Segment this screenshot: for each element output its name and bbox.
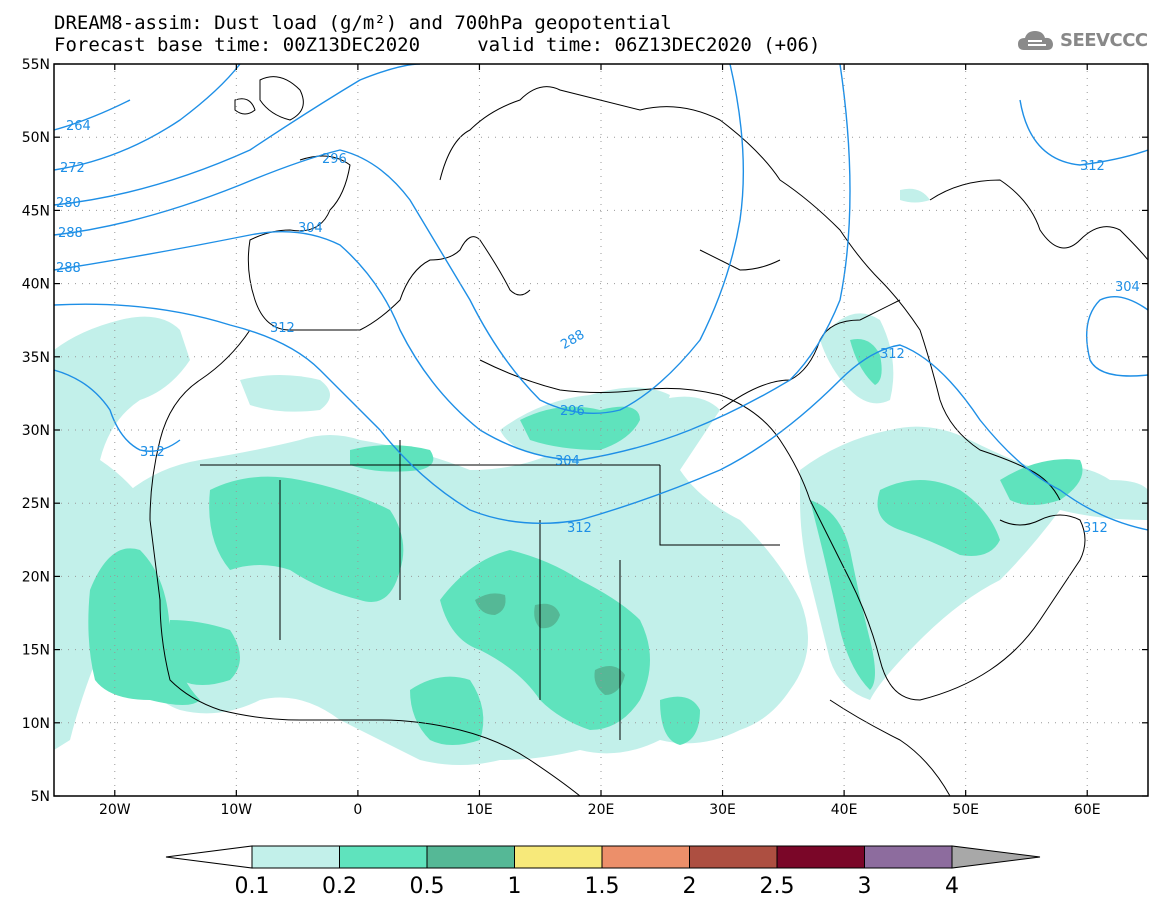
lat-tick-label: 20N: [22, 569, 50, 585]
contour-label: 264: [66, 119, 91, 134]
graticule: [54, 64, 1148, 796]
coastlines: [149, 76, 1148, 796]
dust-load-shading: [54, 188, 1148, 765]
contour-label: 304: [298, 221, 323, 236]
lat-tick-label: 45N: [22, 203, 50, 219]
contour-label: 280: [56, 196, 81, 211]
lon-tick-label: 0: [353, 802, 362, 818]
colorbar-label: 2.5: [760, 874, 795, 899]
colorbar-bin: [689, 845, 778, 869]
contour-label: 288: [56, 261, 81, 276]
lat-tick-label: 5N: [31, 789, 50, 805]
map-title: DREAM8-assim: Dust load (g/m²) and 700hP…: [54, 12, 672, 34]
seevccc-logo: SEEVCCC: [1060, 30, 1148, 51]
contour-label: 304: [1115, 280, 1140, 295]
colorbar-label: 2: [683, 874, 697, 899]
lat-tick-label: 25N: [22, 496, 50, 512]
contour-label: 312: [567, 521, 592, 536]
lon-tick-label: 60E: [1074, 802, 1101, 818]
colorbar-bin: [776, 845, 865, 869]
colorbar-bin: [251, 845, 340, 869]
colorbar-label: 0.1: [235, 874, 270, 899]
contour-label: 312: [1080, 159, 1105, 174]
latitude-labels: 55N 50N 45N 40N 35N 30N 25N 20N 15N 10N 5N: [22, 57, 50, 805]
forecast-time-subtitle: Forecast base time: 00Z13DEC2020 valid t…: [54, 34, 821, 56]
lat-tick-label: 40N: [22, 277, 50, 293]
lon-tick-label: 10W: [220, 802, 252, 818]
contour-label: 288: [58, 226, 83, 241]
colorbar-under-triangle: [165, 845, 253, 869]
colorbar-bin: [426, 845, 515, 869]
contour-label: 296: [560, 404, 585, 419]
contour-label: 304: [555, 454, 580, 469]
colorbar-over-triangle: [951, 845, 1041, 869]
colorbar-bin: [864, 845, 953, 869]
colorbar-label: 3: [858, 874, 872, 899]
lon-tick-label: 20E: [588, 802, 615, 818]
colorbar-label: 1.5: [585, 874, 620, 899]
colorbar-label: 4: [945, 874, 959, 899]
colorbar-bin: [601, 845, 690, 869]
contour-label: 272: [60, 161, 85, 176]
lon-tick-label: 30E: [709, 802, 736, 818]
lon-tick-label: 20W: [99, 802, 131, 818]
lat-tick-label: 15N: [22, 643, 50, 659]
lat-tick-label: 35N: [22, 350, 50, 366]
lon-tick-label: 50E: [952, 802, 979, 818]
colorbar-bin: [514, 845, 603, 869]
lon-tick-label: 40E: [831, 802, 858, 818]
contour-label: 312: [880, 347, 905, 362]
axis-ticks: [54, 63, 1148, 797]
contour-label: 312: [1083, 521, 1108, 536]
contour-label: 312: [270, 321, 295, 336]
longitude-labels: 20W 10W 0 10E 20E 30E 40E 50E 60E: [99, 802, 1101, 818]
colorbar-label: 0.2: [322, 874, 357, 899]
lat-tick-label: 30N: [22, 423, 50, 439]
lat-tick-label: 50N: [22, 130, 50, 146]
colorbar-bin: [339, 845, 428, 869]
cloud-icon: [1018, 31, 1053, 50]
contour-label: 312: [140, 445, 165, 460]
geopotential-contours: [54, 64, 1148, 531]
colorbar-label: 0.5: [410, 874, 445, 899]
lat-tick-label: 55N: [22, 57, 50, 73]
contour-label: 296: [322, 152, 347, 167]
colorbar-label: 1: [508, 874, 522, 899]
lat-tick-label: 10N: [22, 716, 50, 732]
lon-tick-label: 10E: [466, 802, 493, 818]
